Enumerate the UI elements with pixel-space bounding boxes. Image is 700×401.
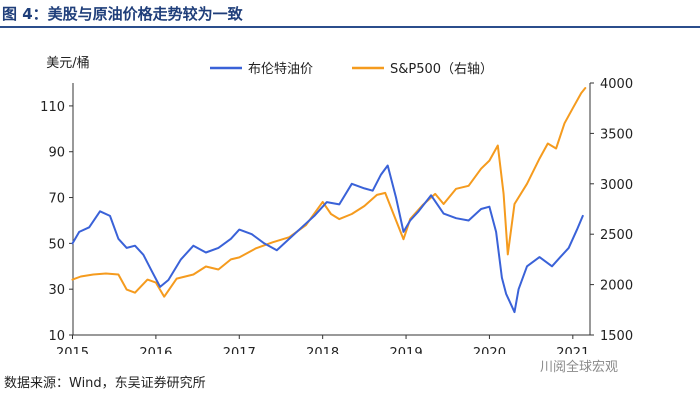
x-tick-label: 2019 bbox=[390, 346, 423, 354]
series-line-brent bbox=[71, 164, 584, 314]
series-line-sp500 bbox=[71, 87, 587, 298]
x-tick-label: 2018 bbox=[306, 346, 339, 354]
y-right-tick-label: 3500 bbox=[600, 127, 633, 142]
line-chart: 10 30 50 70 90 110 1500 2000 2500 3000 3500 4000 201… bbox=[40, 56, 633, 354]
x-tick-label: 2015 bbox=[56, 346, 89, 354]
x-tick-label: 2021 bbox=[556, 346, 589, 354]
y-left-tick-label: 50 bbox=[48, 237, 65, 252]
header-rule bbox=[0, 26, 700, 28]
figure-title: 图 4：美股与原油价格走势较为一致 bbox=[2, 5, 243, 23]
watermark-text: 川阅全球宏观 bbox=[540, 360, 619, 375]
y-left-tick-label: 30 bbox=[48, 283, 65, 298]
figure-header: 图 4：美股与原油价格走势较为一致 bbox=[0, 0, 700, 28]
y-left-tick-label: 90 bbox=[48, 146, 65, 161]
y-right-tick-label: 2000 bbox=[600, 279, 633, 294]
x-tick-label: 2020 bbox=[473, 346, 506, 354]
x-tick-label: 2016 bbox=[139, 346, 172, 354]
y-right-tick-label: 3000 bbox=[600, 178, 633, 193]
y-left-tick-label: 110 bbox=[40, 100, 65, 115]
x-tick-label: 2017 bbox=[223, 346, 256, 354]
y-right-tick-label: 2500 bbox=[600, 228, 633, 243]
legend-label: 布伦特油价 bbox=[248, 62, 313, 77]
y-left-axis-label: 美元/桶 bbox=[46, 56, 89, 71]
y-left-tick-label: 70 bbox=[48, 192, 65, 207]
data-source-note: 数据来源：Wind，东吴证券研究所 bbox=[4, 376, 206, 391]
y-right-tick-label: 1500 bbox=[600, 329, 633, 344]
y-left-tick-label: 10 bbox=[48, 329, 65, 344]
legend-label: S&P500（右轴） bbox=[390, 62, 493, 77]
y-right-tick-label: 4000 bbox=[600, 77, 633, 92]
